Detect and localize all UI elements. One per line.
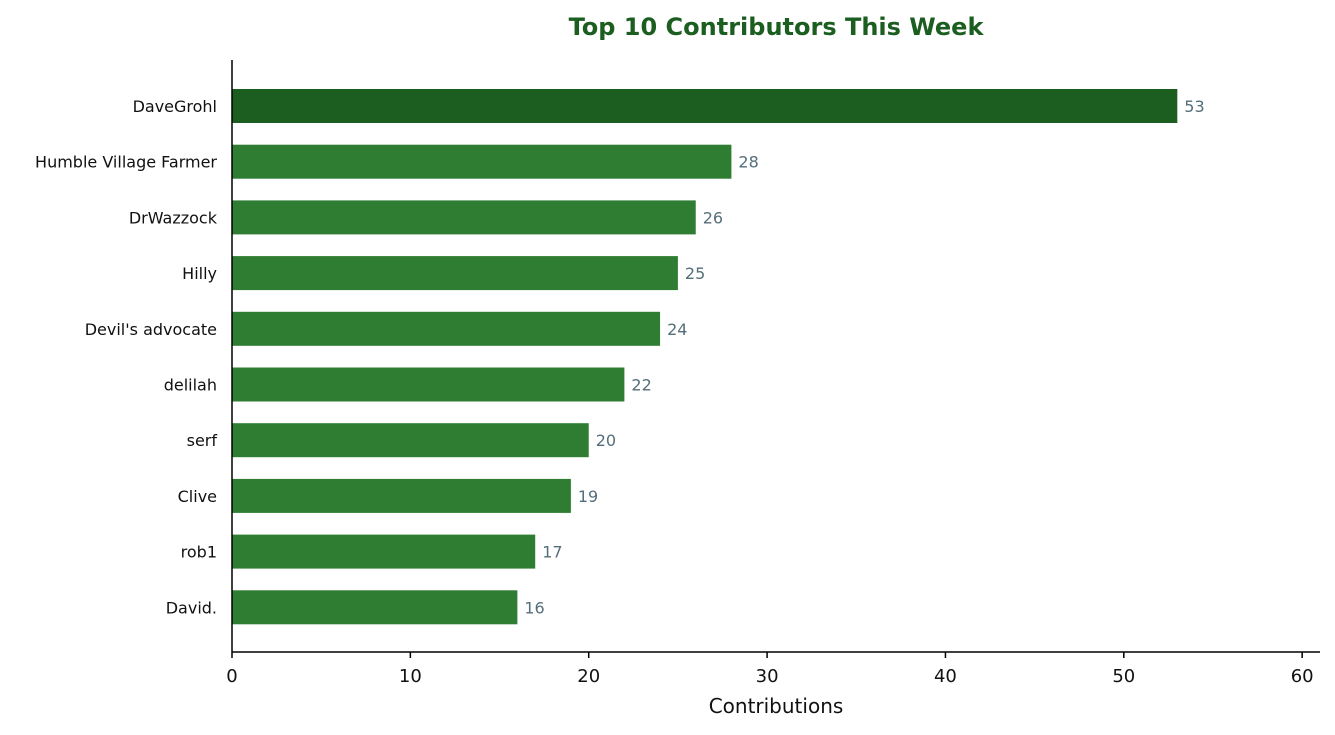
value-label: 16 bbox=[524, 598, 544, 617]
value-label: 53 bbox=[1184, 97, 1204, 116]
x-axis-ticks: 0 10 20 30 40 50 60 bbox=[226, 652, 1314, 687]
bar-7 bbox=[232, 478, 571, 513]
value-label: 20 bbox=[596, 431, 616, 450]
bar-9 bbox=[232, 590, 518, 625]
bars bbox=[232, 89, 1178, 625]
value-label: 26 bbox=[703, 208, 723, 227]
value-label: 25 bbox=[685, 264, 705, 283]
bar-3 bbox=[232, 256, 678, 291]
bar-0 bbox=[232, 89, 1178, 123]
value-label: 24 bbox=[667, 320, 687, 339]
category-label: Humble Village Farmer bbox=[35, 153, 217, 172]
category-label: delilah bbox=[164, 376, 217, 395]
value-labels: 53 28 26 25 24 22 20 19 17 16 bbox=[524, 97, 1204, 617]
x-tick-label: 40 bbox=[934, 666, 957, 687]
x-axis-label: Contributions bbox=[709, 694, 844, 718]
x-tick-label: 50 bbox=[1112, 666, 1135, 687]
bar-8 bbox=[232, 534, 536, 569]
category-label: DrWazzock bbox=[129, 208, 218, 227]
bar-4 bbox=[232, 311, 661, 346]
category-label: Devil's advocate bbox=[85, 320, 217, 339]
x-tick-label: 30 bbox=[756, 666, 779, 687]
x-tick-label: 0 bbox=[226, 666, 237, 687]
value-label: 28 bbox=[738, 153, 758, 172]
bar-2 bbox=[232, 200, 696, 235]
chart-title: Top 10 Contributors This Week bbox=[569, 13, 985, 41]
value-label: 19 bbox=[578, 487, 598, 506]
bar-1 bbox=[232, 144, 732, 179]
category-label: DaveGrohl bbox=[133, 97, 217, 116]
category-labels: DaveGrohl Humble Village Farmer DrWazzock H… bbox=[35, 97, 218, 617]
x-tick-label: 20 bbox=[577, 666, 600, 687]
x-tick-label: 60 bbox=[1291, 666, 1314, 687]
value-label: 17 bbox=[542, 543, 562, 562]
category-label: Hilly bbox=[182, 264, 217, 283]
x-tick-label: 10 bbox=[399, 666, 422, 687]
category-label: serf bbox=[187, 431, 218, 450]
value-label: 22 bbox=[631, 376, 651, 395]
bar-6 bbox=[232, 423, 589, 458]
category-label: David. bbox=[166, 598, 217, 617]
bar-5 bbox=[232, 367, 625, 402]
category-label: rob1 bbox=[181, 543, 217, 562]
category-label: Clive bbox=[178, 487, 217, 506]
